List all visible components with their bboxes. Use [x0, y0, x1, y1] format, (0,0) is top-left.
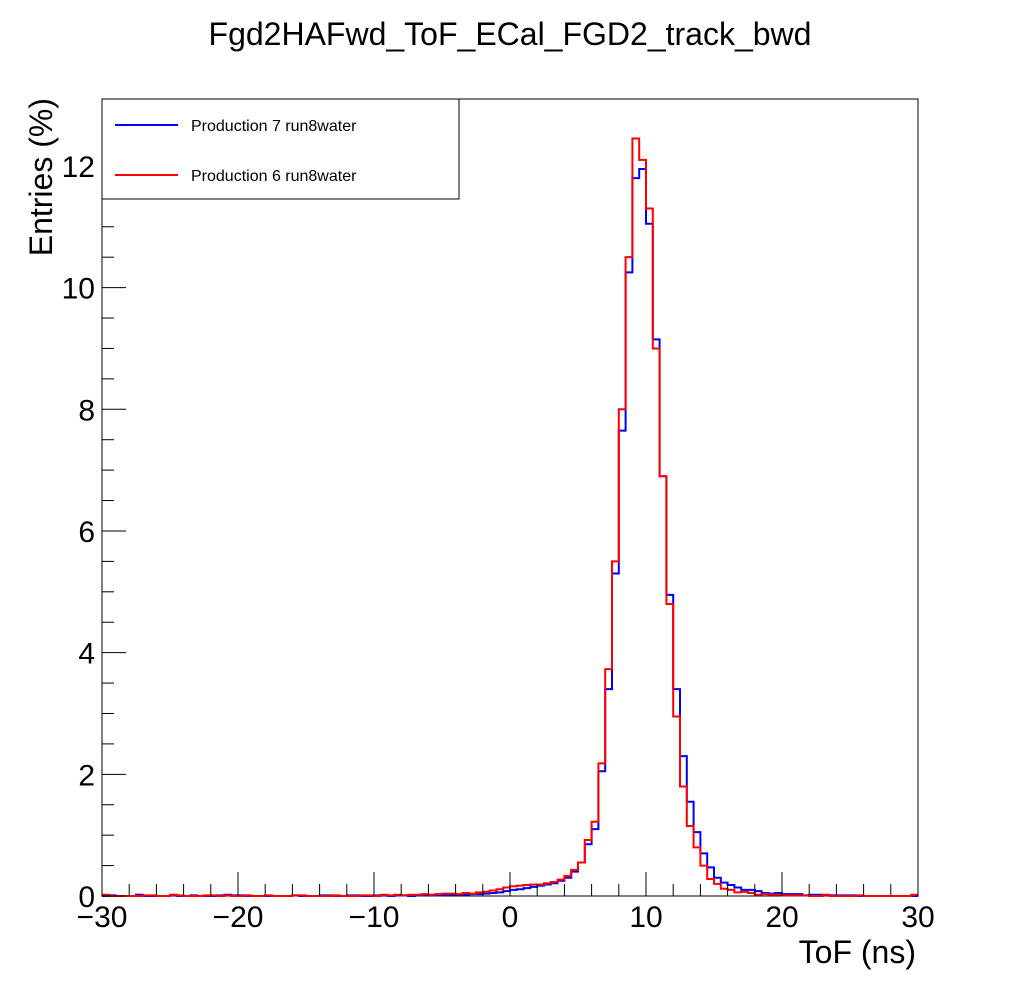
x-tick-label: −20 — [213, 901, 264, 934]
series-line-0 — [102, 167, 918, 897]
x-tick-label: 20 — [765, 901, 798, 934]
y-tick-label: 8 — [78, 394, 95, 427]
x-tick-label: −30 — [77, 901, 128, 934]
y-tick-label: 4 — [78, 638, 95, 671]
x-tick-label: 30 — [901, 901, 934, 934]
legend-label-prod6: Production 6 run8water — [191, 168, 357, 185]
legend-box — [101, 98, 460, 200]
x-axis-title: ToF (ns) — [799, 934, 916, 970]
y-tick-label: 10 — [62, 273, 95, 306]
plot-frame — [101, 98, 919, 897]
x-tick-label: −10 — [349, 901, 400, 934]
series-line-1 — [102, 137, 918, 897]
series-layer — [102, 137, 918, 897]
y-axis-title: Entries (%) — [23, 98, 59, 256]
y-tick-label: 0 — [78, 881, 95, 914]
legend-label-prod7: Production 7 run8water — [191, 118, 357, 135]
legend: Production 7 run8water Production 6 run8… — [101, 98, 460, 200]
y-tick-label: 2 — [78, 759, 95, 792]
chart-title: Fgd2HAFwd_ToF_ECal_FGD2_track_bwd — [209, 16, 812, 52]
x-tick-label: 10 — [629, 901, 662, 934]
y-tick-label: 6 — [78, 516, 95, 549]
y-tick-label: 12 — [62, 151, 95, 184]
x-tick-label: 0 — [502, 901, 519, 934]
axis-layer: −30 −20 −10 0 10 20 30 0 2 4 6 8 10 12 — [62, 104, 935, 934]
